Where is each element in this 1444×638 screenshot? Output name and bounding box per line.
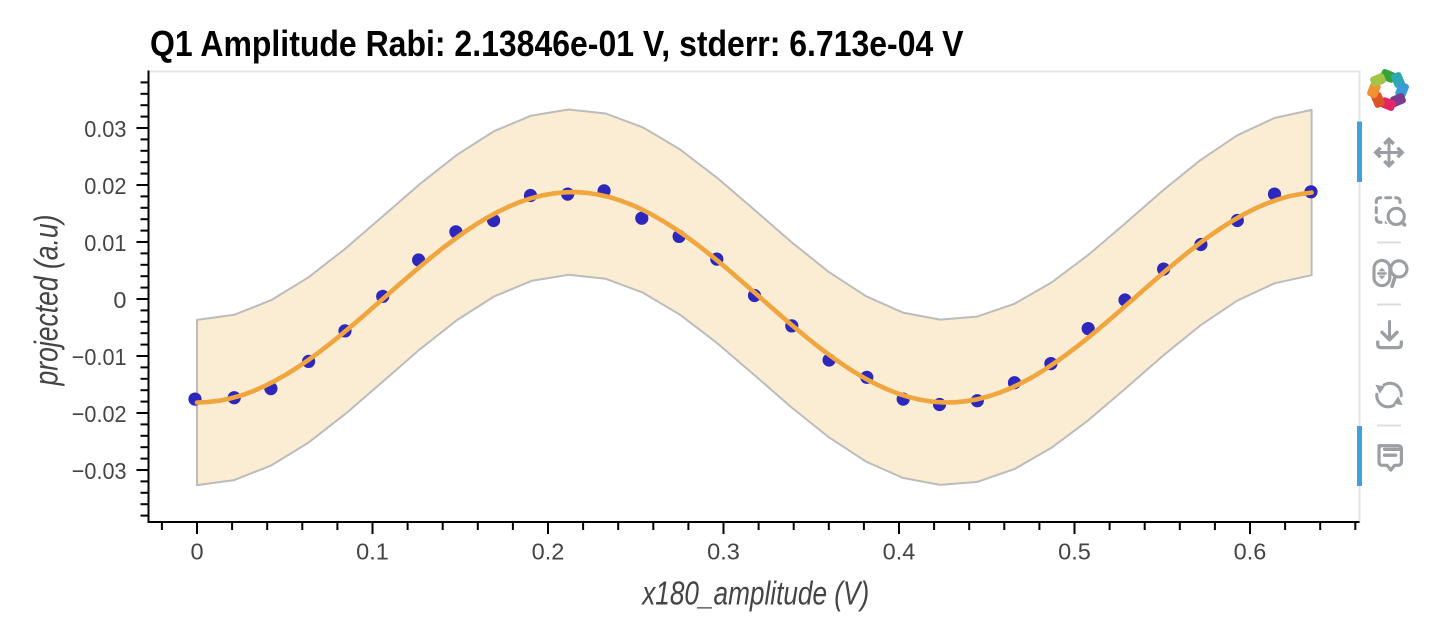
svg-text:0.5: 0.5 [1058, 539, 1091, 565]
svg-text:x180_amplitude (V): x180_amplitude (V) [641, 575, 870, 612]
svg-text:Q1 Amplitude Rabi: 2.13846e-01: Q1 Amplitude Rabi: 2.13846e-01 V, stderr… [150, 23, 964, 64]
svg-text:0.4: 0.4 [883, 539, 916, 565]
svg-text:projected (a.u): projected (a.u) [28, 215, 65, 387]
svg-text:0: 0 [190, 539, 203, 565]
svg-text:0.2: 0.2 [532, 539, 565, 565]
svg-text:−0.01: −0.01 [72, 344, 127, 370]
svg-text:0.1: 0.1 [356, 539, 389, 565]
svg-text:0.01: 0.01 [84, 230, 126, 256]
svg-text:0: 0 [113, 287, 126, 313]
svg-text:−0.02: −0.02 [72, 401, 127, 427]
svg-text:0.6: 0.6 [1234, 539, 1267, 565]
svg-text:−0.03: −0.03 [72, 458, 127, 484]
svg-text:0.03: 0.03 [84, 116, 126, 142]
svg-text:0.02: 0.02 [84, 173, 126, 199]
svg-text:0.3: 0.3 [707, 539, 740, 565]
